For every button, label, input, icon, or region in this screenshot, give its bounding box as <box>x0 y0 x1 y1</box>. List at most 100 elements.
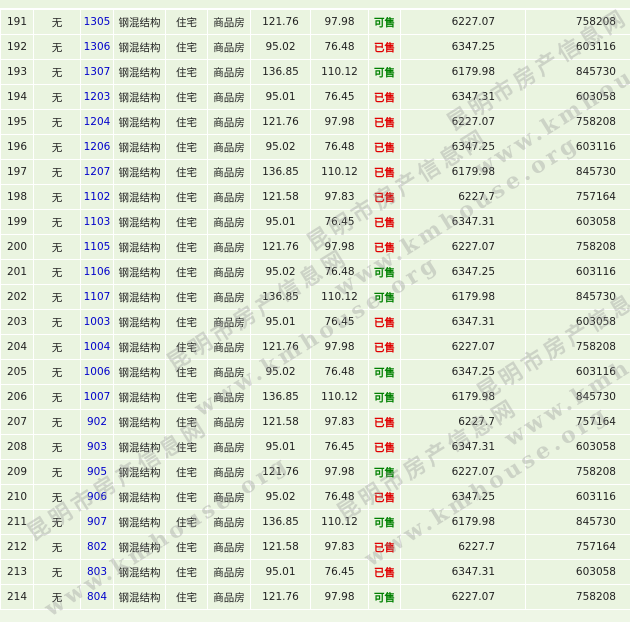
property-type: 商品房 <box>208 460 251 485</box>
row-number: 191 <box>1 10 34 35</box>
floor: 无 <box>34 185 81 210</box>
total-price: 603058 <box>526 85 630 110</box>
unit-price: 6227.7 <box>401 535 526 560</box>
property-type: 商品房 <box>208 235 251 260</box>
row-number: 214 <box>1 585 34 610</box>
building-area: 121.76 <box>251 460 311 485</box>
structure: 钢混结构 <box>114 160 166 185</box>
inner-area: 97.83 <box>311 535 369 560</box>
floor: 无 <box>34 10 81 35</box>
inner-area: 76.48 <box>311 135 369 160</box>
inner-area: 76.45 <box>311 210 369 235</box>
status: 已售 <box>369 560 401 585</box>
total-price: 603116 <box>526 135 630 160</box>
inner-area: 97.83 <box>311 185 369 210</box>
status: 已售 <box>369 435 401 460</box>
usage: 住宅 <box>166 60 208 85</box>
status: 已售 <box>369 485 401 510</box>
row-number: 207 <box>1 410 34 435</box>
usage: 住宅 <box>166 510 208 535</box>
inner-area: 97.83 <box>311 410 369 435</box>
inner-area: 76.45 <box>311 560 369 585</box>
unit-price: 6347.31 <box>401 310 526 335</box>
building-area: 95.01 <box>251 435 311 460</box>
building-area: 95.02 <box>251 35 311 60</box>
total-price: 757164 <box>526 535 630 560</box>
unit-price: 6227.07 <box>401 235 526 260</box>
property-type: 商品房 <box>208 110 251 135</box>
room-number: 907 <box>81 510 114 535</box>
status: 已售 <box>369 85 401 110</box>
structure: 钢混结构 <box>114 510 166 535</box>
row-number: 197 <box>1 160 34 185</box>
usage: 住宅 <box>166 310 208 335</box>
usage: 住宅 <box>166 210 208 235</box>
total-price: 603116 <box>526 485 630 510</box>
structure: 钢混结构 <box>114 35 166 60</box>
row-number: 194 <box>1 85 34 110</box>
building-area: 121.58 <box>251 535 311 560</box>
structure: 钢混结构 <box>114 360 166 385</box>
building-area: 121.76 <box>251 10 311 35</box>
room-number: 803 <box>81 560 114 585</box>
usage: 住宅 <box>166 160 208 185</box>
unit-price: 6227.7 <box>401 410 526 435</box>
status: 已售 <box>369 235 401 260</box>
floor: 无 <box>34 335 81 360</box>
room-number: 1307 <box>81 60 114 85</box>
status: 可售 <box>369 385 401 410</box>
row-number: 195 <box>1 110 34 135</box>
room-number: 804 <box>81 585 114 610</box>
floor: 无 <box>34 110 81 135</box>
structure: 钢混结构 <box>114 210 166 235</box>
inner-area: 110.12 <box>311 160 369 185</box>
inner-area: 97.98 <box>311 460 369 485</box>
usage: 住宅 <box>166 35 208 60</box>
structure: 钢混结构 <box>114 110 166 135</box>
floor: 无 <box>34 510 81 535</box>
structure: 钢混结构 <box>114 135 166 160</box>
structure: 钢混结构 <box>114 560 166 585</box>
unit-price: 6347.25 <box>401 360 526 385</box>
floor: 无 <box>34 260 81 285</box>
building-area: 95.01 <box>251 310 311 335</box>
building-area: 95.02 <box>251 485 311 510</box>
property-type: 商品房 <box>208 310 251 335</box>
row-number: 205 <box>1 360 34 385</box>
unit-price: 6347.31 <box>401 560 526 585</box>
property-type: 商品房 <box>208 135 251 160</box>
unit-price: 6179.98 <box>401 60 526 85</box>
row-number: 213 <box>1 560 34 585</box>
building-area: 95.02 <box>251 260 311 285</box>
row-number: 204 <box>1 335 34 360</box>
row-number: 201 <box>1 260 34 285</box>
total-price: 603058 <box>526 435 630 460</box>
usage: 住宅 <box>166 560 208 585</box>
status: 已售 <box>369 310 401 335</box>
row-number: 210 <box>1 485 34 510</box>
structure: 钢混结构 <box>114 585 166 610</box>
floor: 无 <box>34 360 81 385</box>
floor: 无 <box>34 310 81 335</box>
status: 可售 <box>369 510 401 535</box>
structure: 钢混结构 <box>114 85 166 110</box>
status: 可售 <box>369 585 401 610</box>
property-type: 商品房 <box>208 335 251 360</box>
row-number: 200 <box>1 235 34 260</box>
inner-area: 76.45 <box>311 310 369 335</box>
row-number: 211 <box>1 510 34 535</box>
floor: 无 <box>34 435 81 460</box>
building-area: 136.85 <box>251 385 311 410</box>
row-number: 209 <box>1 460 34 485</box>
